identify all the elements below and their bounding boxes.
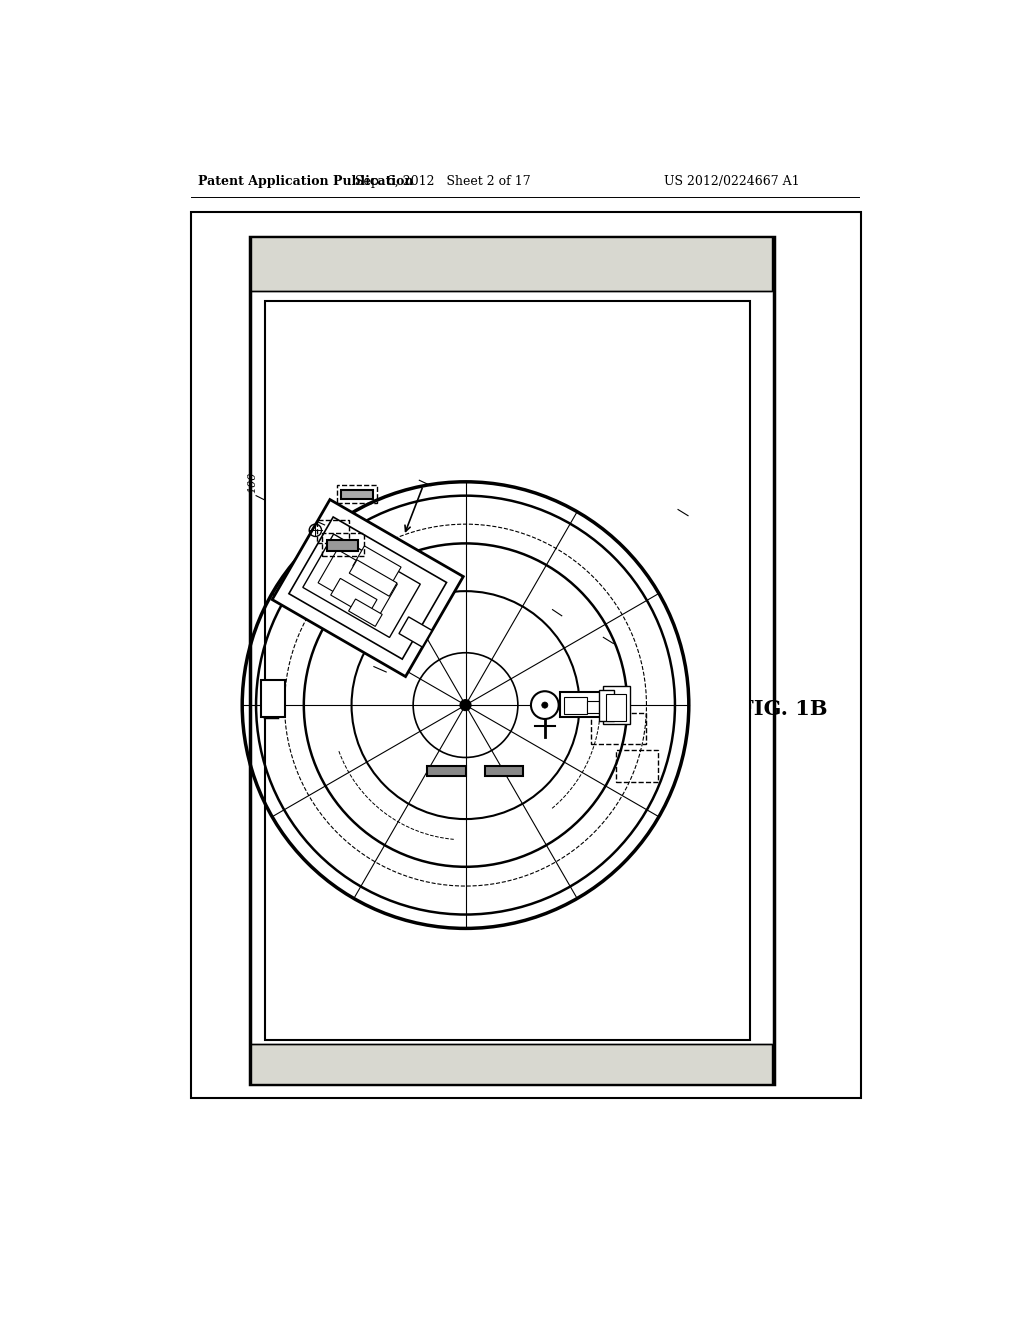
Circle shape: [531, 692, 559, 719]
Bar: [587, 701, 601, 713]
Bar: [564, 697, 587, 714]
Text: 116: 116: [558, 582, 574, 606]
Text: 140: 140: [392, 553, 416, 573]
Bar: [327, 540, 357, 552]
Bar: [337, 484, 377, 503]
Text: 134: 134: [313, 502, 337, 521]
Polygon shape: [331, 578, 377, 616]
Polygon shape: [399, 616, 432, 647]
Text: FIG. 1B: FIG. 1B: [739, 700, 827, 719]
Bar: [341, 490, 373, 499]
Text: 134: 134: [371, 457, 394, 478]
Text: 109: 109: [477, 734, 499, 744]
Bar: [265, 301, 751, 1040]
Polygon shape: [303, 535, 420, 638]
Polygon shape: [348, 599, 382, 627]
Text: 144: 144: [629, 727, 650, 750]
Polygon shape: [272, 499, 463, 677]
Text: 112: 112: [408, 495, 431, 513]
Bar: [190, 213, 860, 1098]
Text: 104: 104: [366, 644, 389, 665]
Bar: [484, 766, 523, 776]
Polygon shape: [349, 560, 397, 597]
Text: Patent Application Publication: Patent Application Publication: [198, 176, 413, 187]
Text: 106: 106: [427, 457, 450, 478]
Text: Sep. 6, 2012   Sheet 2 of 17: Sep. 6, 2012 Sheet 2 of 17: [354, 176, 530, 187]
Text: 100: 100: [248, 471, 258, 494]
Text: 134: 134: [594, 715, 615, 738]
Bar: [591, 713, 646, 743]
Text: 134: 134: [597, 504, 614, 528]
Bar: [427, 766, 466, 776]
Bar: [602, 686, 630, 725]
Bar: [316, 520, 349, 544]
Bar: [250, 238, 773, 1084]
Bar: [252, 238, 772, 290]
Bar: [606, 693, 626, 721]
Bar: [599, 689, 614, 721]
Circle shape: [460, 700, 471, 710]
Polygon shape: [318, 549, 397, 618]
Bar: [252, 1044, 772, 1084]
Text: US 2012/0224667 A1: US 2012/0224667 A1: [665, 176, 800, 187]
Bar: [261, 681, 285, 718]
Text: 110,130: 110,130: [419, 681, 450, 726]
Text: 108: 108: [490, 747, 512, 758]
Bar: [615, 750, 658, 781]
Text: 102: 102: [685, 483, 702, 507]
Bar: [560, 692, 602, 717]
Bar: [322, 533, 364, 557]
Text: 130: 130: [609, 610, 627, 634]
Polygon shape: [353, 546, 401, 587]
Text: 142,144: 142,144: [437, 655, 468, 700]
Text: 112: 112: [565, 500, 585, 524]
Circle shape: [542, 702, 548, 709]
Polygon shape: [289, 517, 446, 659]
Text: 114: 114: [556, 738, 572, 762]
Text: 120: 120: [472, 762, 494, 771]
